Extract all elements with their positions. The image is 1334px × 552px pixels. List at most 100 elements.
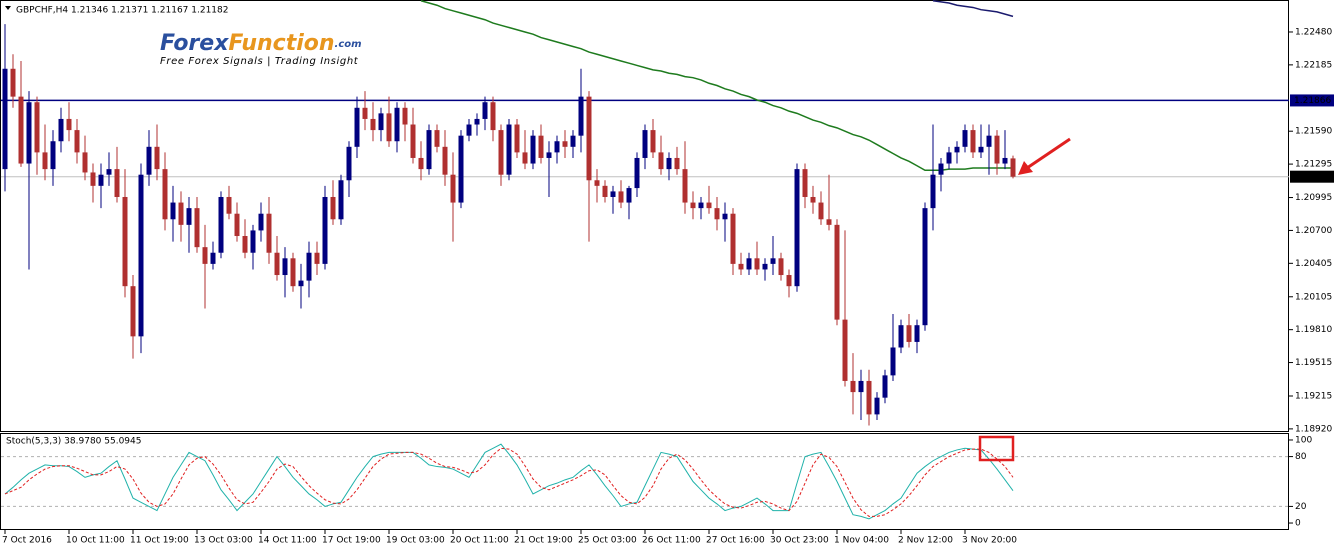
- candle-body: [50, 141, 56, 170]
- candle-body: [658, 152, 664, 170]
- candle-body: [938, 163, 944, 175]
- candle-body: [970, 130, 976, 153]
- candle-body: [474, 118, 480, 125]
- x-tick-label: 20 Oct 11:00: [450, 536, 509, 546]
- candle-body: [730, 213, 736, 264]
- candle-body: [626, 188, 632, 203]
- x-tick-label: 21 Oct 19:00: [514, 536, 573, 546]
- logo: ForexFunction.com: [160, 31, 362, 56]
- candle-body: [922, 208, 928, 326]
- candle-body: [242, 236, 248, 253]
- highlight-box: [978, 435, 1015, 462]
- candle-body: [130, 286, 136, 337]
- candle-body: [250, 230, 256, 253]
- candle-body: [306, 252, 312, 281]
- candle-body: [786, 275, 792, 287]
- candle-body: [1002, 157, 1008, 164]
- candle-body: [90, 172, 96, 186]
- candle-body: [850, 380, 856, 393]
- x-tick-label: 14 Oct 11:00: [258, 536, 317, 546]
- candle-body: [274, 252, 280, 276]
- candle-body: [634, 157, 640, 189]
- x-tick-label: 30 Oct 23:00: [770, 536, 829, 546]
- candle-body: [618, 191, 624, 203]
- y-tick-label: 1.20405: [1295, 259, 1332, 269]
- candle-body: [74, 130, 80, 153]
- y-tick-label: 1.19515: [1295, 358, 1332, 368]
- x-tick-label: 10 Oct 11:00: [66, 536, 125, 546]
- candle-body: [650, 130, 656, 153]
- y-tick-label: 1.19810: [1295, 325, 1332, 335]
- x-tick-label: 25 Oct 03:00: [578, 536, 637, 546]
- candle-body: [298, 280, 304, 287]
- candle-body: [794, 169, 800, 287]
- candle-body: [706, 202, 712, 209]
- moving-average: [932, 0, 1014, 18]
- y-tick-label: 100: [1295, 435, 1312, 445]
- candle-body: [410, 124, 416, 158]
- candle-body: [666, 157, 672, 170]
- candle-body: [770, 258, 776, 264]
- candle-body: [778, 258, 784, 276]
- logo-b: Function: [228, 31, 334, 56]
- candle-body: [338, 180, 344, 220]
- x-tick-label: 19 Oct 03:00: [386, 536, 445, 546]
- candle-body: [914, 325, 920, 342]
- candle-body: [218, 196, 224, 253]
- candle-body: [898, 325, 904, 348]
- candle-body: [466, 124, 472, 136]
- candle-body: [202, 247, 208, 264]
- candle-body: [58, 118, 64, 142]
- candle-body: [370, 118, 376, 131]
- candle-body: [746, 258, 752, 270]
- y-tick-label: 1.21590: [1295, 127, 1332, 137]
- menu-arrow: [5, 6, 11, 10]
- y-tick-label: 1.19215: [1295, 391, 1332, 401]
- candle-body: [994, 135, 1000, 164]
- candle-body: [362, 107, 368, 119]
- candle-body: [906, 325, 912, 342]
- candle-body: [570, 135, 576, 147]
- candle-body: [826, 219, 832, 225]
- candle-body: [682, 169, 688, 203]
- x-tick-label: 17 Oct 19:00: [322, 536, 381, 546]
- candle-body: [610, 191, 616, 197]
- candle-body: [402, 107, 408, 125]
- candle-body: [170, 202, 176, 220]
- candle-body: [266, 213, 272, 253]
- x-tick-label: 7 Oct 2016: [2, 536, 52, 546]
- candle-body: [754, 258, 760, 270]
- candle-body: [546, 152, 552, 158]
- candle-body: [538, 135, 544, 158]
- candle-body: [530, 135, 536, 164]
- candle-body: [586, 96, 592, 181]
- candle-body: [714, 208, 720, 220]
- candle-body: [82, 152, 88, 173]
- logo-a: Forex: [160, 31, 229, 56]
- candle-body: [282, 258, 288, 276]
- candle-body: [1010, 158, 1016, 177]
- stoch-panel-frame: [0, 433, 1289, 530]
- candle-body: [954, 146, 960, 153]
- candle-body: [986, 135, 992, 147]
- candle-body: [10, 68, 16, 97]
- candle-body: [506, 124, 512, 175]
- candle-body: [442, 146, 448, 175]
- candle-body: [178, 202, 184, 225]
- y-tick-label: 1.21295: [1295, 160, 1332, 170]
- candle-body: [578, 96, 584, 136]
- candle-body: [738, 263, 744, 270]
- candle-body: [290, 258, 296, 287]
- candle-body: [810, 196, 816, 203]
- candle-body: [258, 213, 264, 231]
- logo-suffix: .com: [335, 39, 362, 50]
- x-tick-label: 13 Oct 03:00: [194, 536, 253, 546]
- candle-body: [930, 174, 936, 209]
- candle-body: [354, 107, 360, 147]
- x-tick-label: 11 Oct 19:00: [130, 536, 189, 546]
- candle-body: [106, 169, 112, 175]
- arrow-head: [1018, 161, 1033, 175]
- candle-body: [882, 375, 888, 398]
